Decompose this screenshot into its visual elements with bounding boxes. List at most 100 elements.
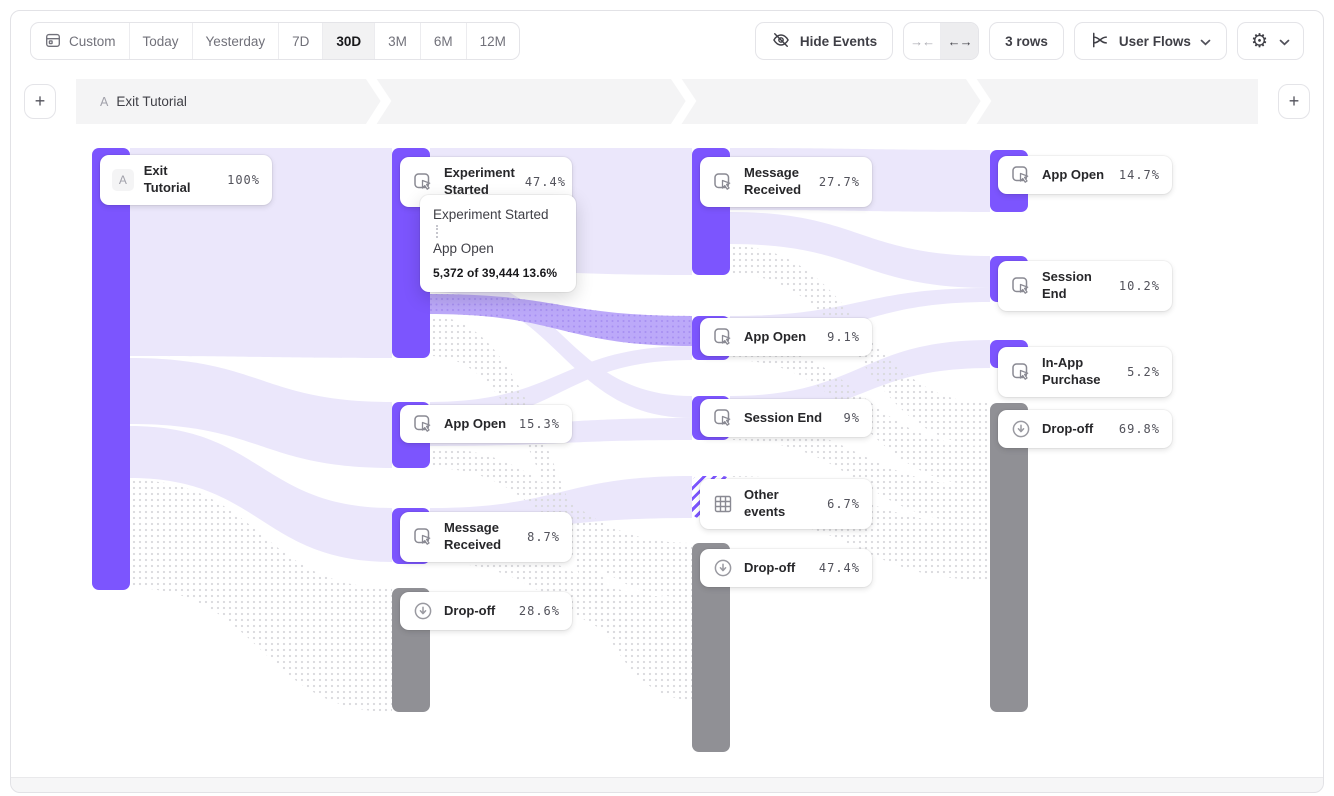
- step-letter-chip: A: [112, 168, 134, 191]
- node-card-other-events[interactable]: Other events 6.7%: [700, 479, 872, 529]
- add-step-left-button[interactable]: +: [24, 84, 56, 119]
- calendar-icon: [44, 31, 62, 52]
- date-range-yesterday[interactable]: Yesterday: [193, 23, 280, 59]
- other-events-icon: [712, 493, 734, 515]
- settings-button[interactable]: ⚙: [1236, 22, 1304, 60]
- drop-off-icon: [412, 600, 434, 622]
- date-range-7d[interactable]: 7D: [279, 23, 324, 59]
- node-card-message-received[interactable]: Message Received 8.7%: [400, 512, 572, 562]
- date-range-custom[interactable]: Custom: [31, 23, 130, 59]
- node-label: Experiment Started: [444, 165, 515, 197]
- node-percentage: 69.8%: [1118, 422, 1160, 436]
- date-range-today[interactable]: Today: [130, 23, 193, 59]
- date-range-6m[interactable]: 6M: [421, 23, 467, 59]
- drop-off-icon: [712, 557, 734, 579]
- flow-ribbon[interactable]: [430, 272, 692, 418]
- node-card-session-end[interactable]: Session End 9%: [700, 399, 872, 437]
- date-range-12m[interactable]: 12M: [467, 23, 519, 59]
- event-icon: [1010, 164, 1032, 186]
- node-label: Drop-off: [744, 559, 796, 575]
- event-icon: [412, 526, 434, 548]
- view-selector-button[interactable]: User Flows: [1073, 22, 1227, 60]
- node-card-app-open[interactable]: App Open 15.3%: [400, 405, 572, 443]
- node-bar-exit-tutorial[interactable]: [92, 148, 130, 590]
- step-divider-chevron: [669, 76, 697, 127]
- flow-ribbon[interactable]: [730, 212, 990, 288]
- date-range-label: Yesterday: [205, 33, 266, 49]
- event-icon: [1010, 361, 1032, 383]
- node-percentage: 100%: [227, 172, 260, 187]
- node-card-drop-off[interactable]: Drop-off 28.6%: [400, 592, 572, 630]
- rows-label: 3 rows: [1005, 33, 1048, 49]
- node-label: Drop-off: [444, 602, 496, 618]
- width-toggle-group: →← ←→: [903, 22, 980, 60]
- date-range-30d[interactable]: 30D: [323, 23, 376, 59]
- date-range-label: 12M: [479, 33, 506, 49]
- date-range-label: 30D: [336, 33, 362, 49]
- node-percentage: 10.2%: [1118, 278, 1160, 293]
- drop-off-flow-ribbon[interactable]: [430, 294, 692, 346]
- flow-ribbon[interactable]: [130, 358, 392, 468]
- expand-width-button[interactable]: ←→: [941, 23, 979, 59]
- event-icon: [412, 413, 434, 435]
- step-divider-chevron: [364, 76, 392, 127]
- step-letter: A: [100, 94, 109, 109]
- node-card-drop-off[interactable]: Drop-off 47.4%: [700, 549, 872, 587]
- node-percentage: 8.7%: [527, 529, 560, 544]
- user-flows-icon: [1090, 30, 1110, 53]
- node-percentage: 47.4%: [818, 561, 860, 575]
- node-card-app-open[interactable]: App Open 9.1%: [700, 318, 872, 356]
- drop-off-flow-ribbon[interactable]: [130, 480, 392, 712]
- node-percentage: 27.7%: [818, 174, 860, 189]
- footer-band: [11, 777, 1323, 793]
- drop-off-flow-ribbon[interactable]: [730, 422, 990, 524]
- node-label: App Open: [744, 328, 807, 344]
- node-percentage: 47.4%: [524, 174, 566, 189]
- flow-tooltip: Experiment Started App Open 5,372 of 39,…: [420, 195, 576, 292]
- node-label: Message Received: [444, 520, 502, 552]
- step-name: Exit Tutorial: [116, 94, 187, 109]
- chevron-down-icon: [1200, 34, 1211, 49]
- node-card-app-open[interactable]: App Open 14.7%: [998, 156, 1172, 194]
- node-card-session-end[interactable]: Session End 10.2%: [998, 261, 1172, 311]
- node-label: App Open: [444, 415, 507, 431]
- node-label: Other events: [744, 487, 786, 519]
- node-card-message-received[interactable]: Message Received 27.7%: [700, 157, 872, 207]
- drop-off-flow-ribbon[interactable]: [430, 316, 692, 700]
- node-label: In-App Purchase: [1042, 355, 1101, 387]
- hide-events-button[interactable]: Hide Events: [754, 22, 894, 60]
- drop-off-icon: [1010, 418, 1032, 440]
- node-percentage: 9.1%: [827, 330, 860, 344]
- step-a[interactable]: A Exit Tutorial: [100, 79, 187, 124]
- node-label: Message Received: [744, 165, 802, 197]
- tooltip-connector: [436, 225, 563, 238]
- gear-icon: ⚙: [1250, 29, 1268, 52]
- date-range-label: 6M: [433, 33, 453, 49]
- node-label: Session End: [1042, 269, 1092, 301]
- node-label: Session End: [744, 409, 823, 425]
- node-card-in-app-purchase[interactable]: In-App Purchase 5.2%: [998, 347, 1172, 397]
- flow-ribbon[interactable]: [130, 426, 392, 562]
- event-icon: [712, 326, 734, 348]
- add-step-right-button[interactable]: +: [1278, 84, 1310, 119]
- hide-events-label: Hide Events: [799, 33, 878, 49]
- date-range-label: Custom: [69, 33, 116, 49]
- node-percentage: 5.2%: [1127, 364, 1160, 379]
- collapse-width-button[interactable]: →←: [904, 23, 942, 59]
- steps-band: A Exit Tutorial: [76, 76, 1258, 127]
- node-percentage: 9%: [843, 411, 860, 425]
- date-range-3m[interactable]: 3M: [375, 23, 421, 59]
- tooltip-from-event: Experiment Started: [433, 207, 549, 222]
- rows-button[interactable]: 3 rows: [989, 22, 1064, 60]
- event-icon: [712, 171, 734, 193]
- node-percentage: 15.3%: [518, 417, 560, 431]
- view-selector-label: User Flows: [1118, 33, 1191, 49]
- node-bar-drop-off[interactable]: [990, 403, 1028, 712]
- date-range-group: Custom Today Yesterday 7D 30D 3M 6M 12M: [30, 22, 520, 60]
- node-percentage: 28.6%: [518, 604, 560, 618]
- flow-ribbon[interactable]: [430, 346, 692, 424]
- node-card-exit-tutorial[interactable]: A Exit Tutorial 100%: [100, 155, 272, 205]
- node-card-drop-off[interactable]: Drop-off 69.8%: [998, 410, 1172, 448]
- chevron-down-icon: [1279, 34, 1290, 49]
